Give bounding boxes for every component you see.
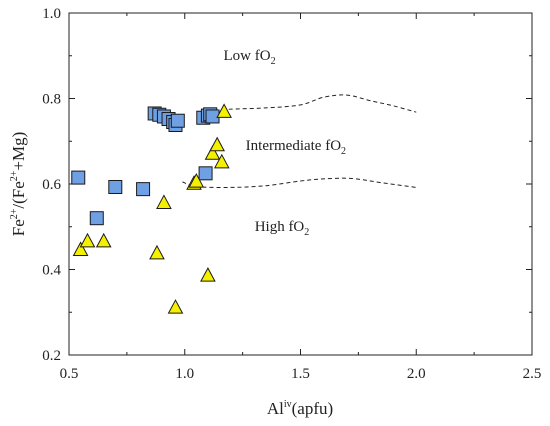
triangle-point xyxy=(167,299,184,314)
triangle-point xyxy=(213,153,230,169)
region-label-intermediate: Intermediate fO2 xyxy=(246,138,346,157)
data-markers xyxy=(71,103,232,314)
triangle-point xyxy=(79,232,96,248)
square-point xyxy=(108,179,123,194)
triangle-point xyxy=(149,244,165,260)
triangle-point xyxy=(204,145,221,160)
square-point xyxy=(170,113,185,128)
square-point xyxy=(136,182,151,197)
y-tick-label: 0.2 xyxy=(42,348,61,364)
x-tick-label: 0.5 xyxy=(60,366,79,382)
x-axis-title: Aliv(apfu) xyxy=(267,399,333,418)
boundary-lower xyxy=(182,177,417,188)
triangle-point xyxy=(200,267,216,282)
triangle-point xyxy=(72,241,89,256)
x-tick-label: 1.0 xyxy=(175,366,194,382)
y-tick-label: 0.4 xyxy=(42,263,61,279)
boundary-upper xyxy=(228,94,417,113)
square-point xyxy=(89,211,104,226)
triangle-point xyxy=(156,194,172,209)
triangle-point xyxy=(188,173,205,188)
x-tick-label: 1.5 xyxy=(291,366,310,382)
y-tick-label: 0.8 xyxy=(42,92,61,108)
y-tick-label: 0.6 xyxy=(42,177,61,193)
square-point xyxy=(71,170,86,185)
x-tick-label: 2.5 xyxy=(523,366,542,382)
boundary-lines xyxy=(182,94,417,188)
triangle-point xyxy=(216,103,232,118)
axis-ticks: 0.5 1.0 1.5 2.0 2.5 0.2 0.4 0.6 0.8 1.0 xyxy=(42,6,541,382)
triangle-point xyxy=(209,136,225,152)
region-label-low: Low fO2 xyxy=(224,48,276,67)
triangle-point xyxy=(95,232,112,248)
square-point xyxy=(198,166,213,181)
y-axis-title: Fe2+/(Fe2++Mg) xyxy=(9,132,28,237)
y-tick-label: 1.0 xyxy=(42,6,61,22)
x-tick-label: 2.0 xyxy=(407,366,426,382)
region-label-high: High fO2 xyxy=(255,219,310,238)
